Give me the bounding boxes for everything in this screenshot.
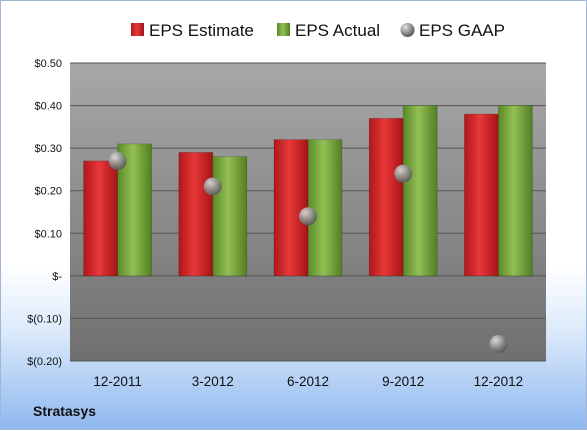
x-tick-label: 6-2012 bbox=[287, 374, 329, 389]
y-tick-label: $(0.10) bbox=[27, 313, 62, 325]
legend-label: EPS GAAP bbox=[419, 21, 505, 40]
eps-estimate-bar bbox=[83, 160, 118, 277]
eps-actual-bar bbox=[498, 105, 533, 277]
legend-swatch bbox=[131, 23, 144, 36]
eps-estimate-bar bbox=[273, 139, 309, 277]
x-axis: 12-2011 3-2012 6-2012 9-2012 12-2012 bbox=[93, 374, 523, 389]
y-tick-label: $- bbox=[52, 271, 62, 283]
y-tick-label: $0.10 bbox=[34, 228, 62, 240]
eps-estimate-bar bbox=[464, 113, 499, 277]
y-tick-label: $0.50 bbox=[34, 58, 62, 70]
company-label: Stratasys bbox=[33, 403, 97, 419]
y-axis: $0.50 $0.40 $0.30 $0.20 $0.10 $- $(0.10) $(0.20… bbox=[27, 58, 62, 368]
y-tick-label: $0.20 bbox=[34, 186, 62, 198]
eps-actual-bar bbox=[402, 105, 438, 277]
legend-swatch bbox=[277, 23, 290, 36]
y-tick-label: $(0.20) bbox=[27, 356, 62, 368]
eps-gaap-point bbox=[489, 334, 508, 353]
legend-swatch bbox=[400, 23, 415, 37]
eps-gaap-point bbox=[203, 177, 222, 196]
eps-gaap-point bbox=[394, 164, 413, 183]
eps-gaap-point bbox=[108, 151, 127, 170]
legend-label: EPS Estimate bbox=[149, 21, 254, 40]
legend-label: EPS Actual bbox=[295, 21, 380, 40]
eps-actual-bar bbox=[307, 139, 343, 277]
x-tick-label: 12-2011 bbox=[93, 374, 142, 389]
eps-estimate-bar bbox=[178, 152, 214, 277]
y-tick-label: $0.40 bbox=[34, 101, 62, 113]
eps-estimate-bar bbox=[368, 118, 404, 277]
gaap-points bbox=[108, 151, 508, 353]
x-tick-label: 3-2012 bbox=[192, 374, 234, 389]
y-tick-label: $0.30 bbox=[34, 143, 62, 155]
eps-actual-bar bbox=[212, 156, 248, 277]
x-tick-label: 9-2012 bbox=[382, 374, 424, 389]
x-tick-label: 12-2012 bbox=[474, 374, 524, 389]
eps-gaap-point bbox=[299, 207, 317, 226]
legend: EPS Estimate EPS Actual EPS GAAP bbox=[131, 21, 505, 40]
bars bbox=[83, 105, 533, 277]
